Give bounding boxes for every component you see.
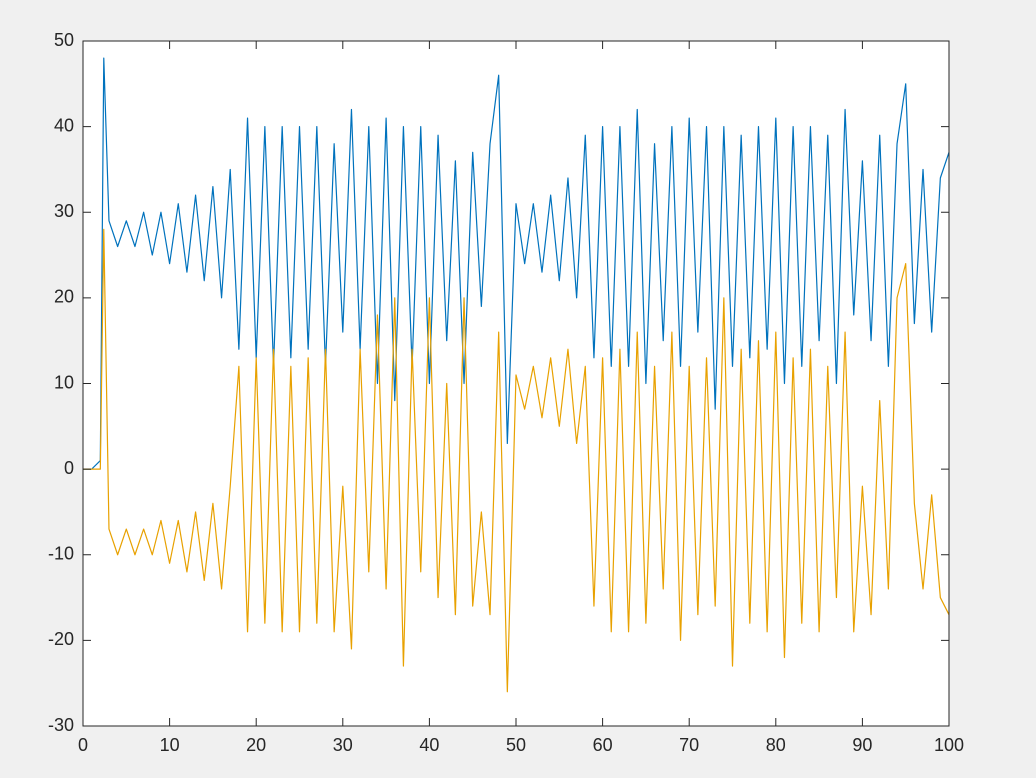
x-tick-label: 70 — [679, 735, 699, 755]
data-line — [83, 57, 950, 470]
y-tick-label: 40 — [54, 115, 74, 135]
data-line — [83, 228, 950, 693]
y-tick-label: -10 — [48, 544, 74, 564]
x-tick-label: 0 — [78, 735, 88, 755]
x-tick-label: 100 — [934, 735, 964, 755]
x-tick-label: 80 — [766, 735, 786, 755]
y-tick-label: 20 — [54, 287, 74, 307]
y-tick-label: 50 — [54, 30, 74, 50]
x-tick-label: 90 — [852, 735, 872, 755]
y-tick-label: -20 — [48, 629, 74, 649]
x-tick-label: 60 — [593, 735, 613, 755]
y-tick-label: 30 — [54, 201, 74, 221]
x-tick-label: 40 — [419, 735, 439, 755]
x-tick-label: 10 — [160, 735, 180, 755]
x-tick-label: 50 — [506, 735, 526, 755]
x-tick-label: 30 — [333, 735, 353, 755]
y-tick-label: 10 — [54, 372, 74, 392]
y-tick-label: -30 — [48, 715, 74, 735]
y-tick-label: 0 — [64, 458, 74, 478]
x-tick-label: 20 — [246, 735, 266, 755]
